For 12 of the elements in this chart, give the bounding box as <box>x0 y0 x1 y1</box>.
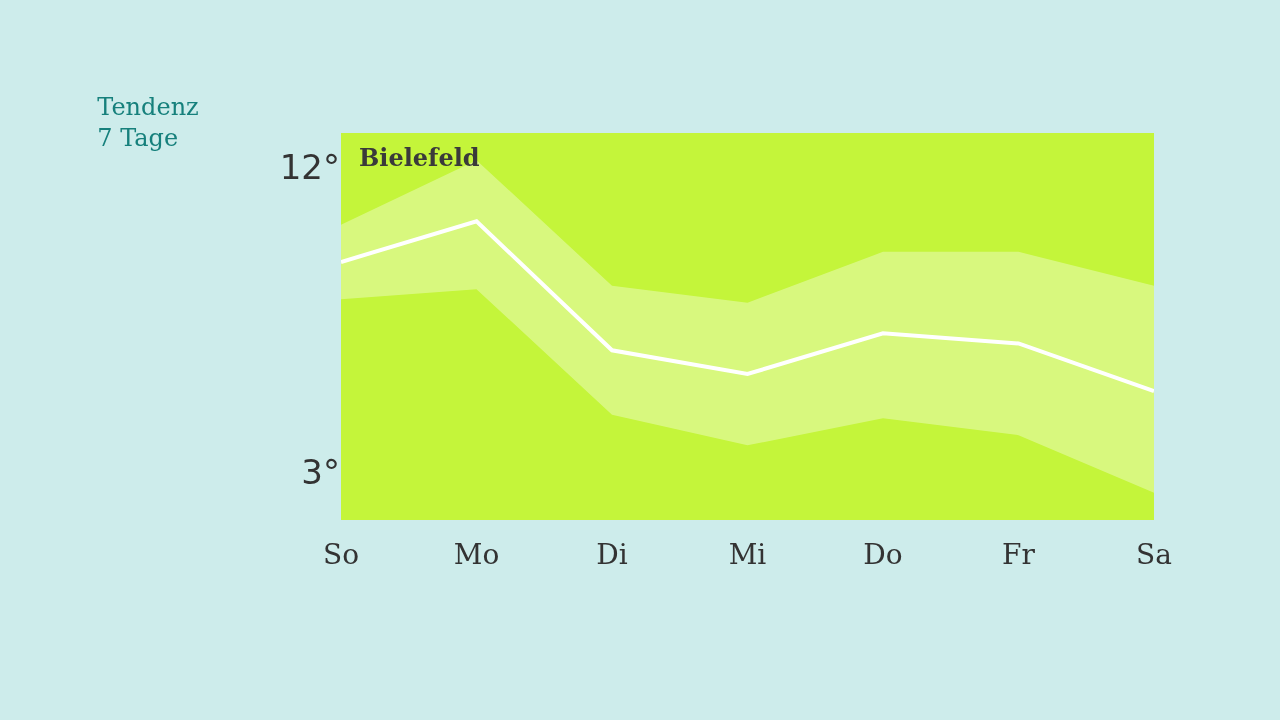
y-tick-label: 12° <box>279 146 340 187</box>
x-tick-label: Mi <box>728 538 767 571</box>
x-tick-label: Sa <box>1136 538 1172 571</box>
text: Bielefeld <box>359 143 480 172</box>
x-tick-label: Do <box>863 538 903 571</box>
text: Tendenz 7 Tage <box>97 93 199 153</box>
x-tick-label: So <box>322 538 360 571</box>
x-tick-label: Mo <box>453 538 500 571</box>
x-tick-label: Fr <box>1002 538 1036 571</box>
x-tick-label: Di <box>596 538 628 571</box>
line-series <box>341 219 1154 393</box>
y-tick-label: 3° <box>301 452 340 493</box>
